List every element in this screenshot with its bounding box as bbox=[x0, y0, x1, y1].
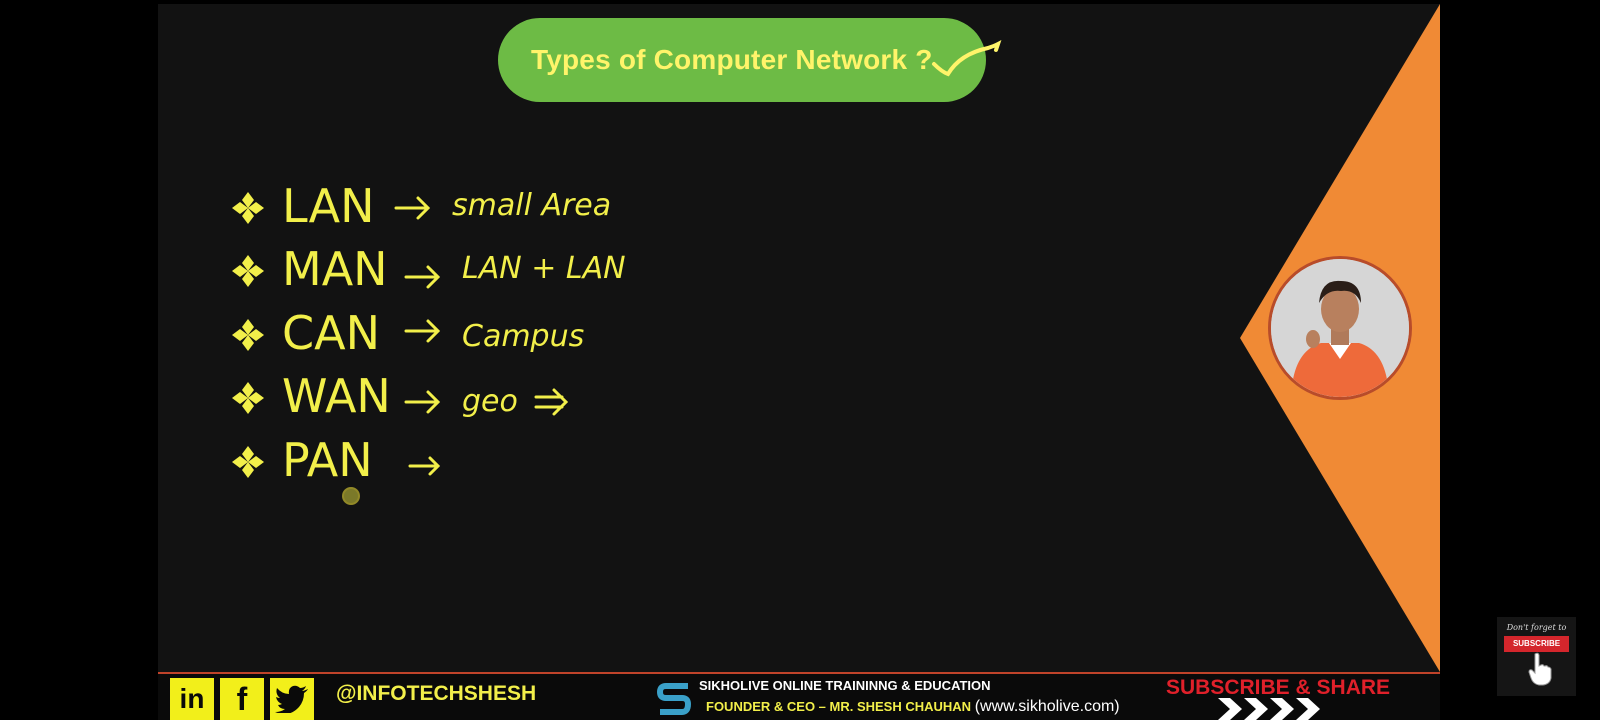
presenter-avatar bbox=[1268, 256, 1412, 400]
founder-text: FOUNDER & CEO – MR. SHESH CHAUHAN bbox=[706, 699, 972, 714]
list-item: PAN bbox=[228, 428, 928, 492]
diamond-bullet-icon bbox=[232, 382, 264, 414]
network-note-wan: geo bbox=[462, 384, 518, 419]
subscribe-share-text: SUBSCRIBE & SHARE bbox=[1166, 676, 1391, 699]
arrow-icon bbox=[404, 390, 441, 414]
arrow-icon bbox=[404, 265, 441, 289]
subscribe-reminder[interactable]: Don't forget to SUBSCRIBE bbox=[1497, 617, 1576, 696]
facebook-icon[interactable]: f bbox=[220, 678, 264, 720]
twitter-bird-icon bbox=[275, 685, 308, 713]
network-abbr-wan: WAN bbox=[282, 369, 391, 423]
footer-bar: in f @INFOTECHSHESH SIKHOLIVE ONLINE TRA… bbox=[158, 672, 1440, 720]
network-abbr-man: MAN bbox=[282, 242, 388, 296]
network-note-lan: small Area bbox=[452, 188, 612, 223]
checkmark-icon bbox=[932, 40, 1002, 77]
title-banner: Types of Computer Network ? bbox=[498, 18, 986, 102]
sikholive-logo-icon bbox=[656, 683, 692, 715]
subscribe-button[interactable]: SUBSCRIBE bbox=[1504, 636, 1569, 652]
list-item: CAN Campus bbox=[228, 301, 928, 365]
linkedin-icon[interactable]: in bbox=[170, 678, 214, 720]
list-item: LAN small Area bbox=[228, 174, 928, 238]
diamond-bullet-icon bbox=[232, 446, 264, 478]
pointer-cursor bbox=[342, 487, 360, 505]
arrow-icon bbox=[408, 456, 441, 476]
founder-line: FOUNDER & CEO – MR. SHESH CHAUHAN (www.s… bbox=[706, 698, 1120, 716]
twitter-icon[interactable] bbox=[270, 678, 314, 720]
hand-pointer-icon bbox=[1528, 652, 1552, 686]
slide-title: Types of Computer Network ? bbox=[531, 44, 933, 75]
network-abbr-lan: LAN bbox=[282, 179, 375, 233]
diamond-bullet-icon bbox=[232, 192, 264, 224]
website-url[interactable]: (www.sikholive.com) bbox=[974, 698, 1120, 715]
video-slide: Types of Computer Network ? LAN small Ar… bbox=[158, 4, 1440, 672]
network-note-can: Campus bbox=[462, 319, 585, 354]
chevrons-right-icon bbox=[1218, 698, 1320, 720]
diamond-bullet-icon bbox=[232, 319, 264, 351]
implies-arrow-icon bbox=[534, 388, 569, 416]
social-handle[interactable]: @INFOTECHSHESH bbox=[336, 682, 537, 705]
list-item: WAN geo bbox=[228, 364, 928, 428]
arrow-icon bbox=[394, 196, 431, 220]
diamond-bullet-icon bbox=[232, 255, 264, 287]
org-name: SIKHOLIVE ONLINE TRAININNG & EDUCATION bbox=[699, 678, 991, 693]
presenter-figure bbox=[1271, 259, 1409, 397]
subscribe-caption: Don't forget to bbox=[1506, 623, 1567, 632]
network-note-man: LAN + LAN bbox=[462, 251, 626, 286]
list-item: MAN LAN + LAN bbox=[228, 237, 928, 301]
network-abbr-pan: PAN bbox=[282, 433, 373, 487]
arrow-icon bbox=[404, 319, 441, 343]
network-abbr-can: CAN bbox=[282, 306, 380, 360]
